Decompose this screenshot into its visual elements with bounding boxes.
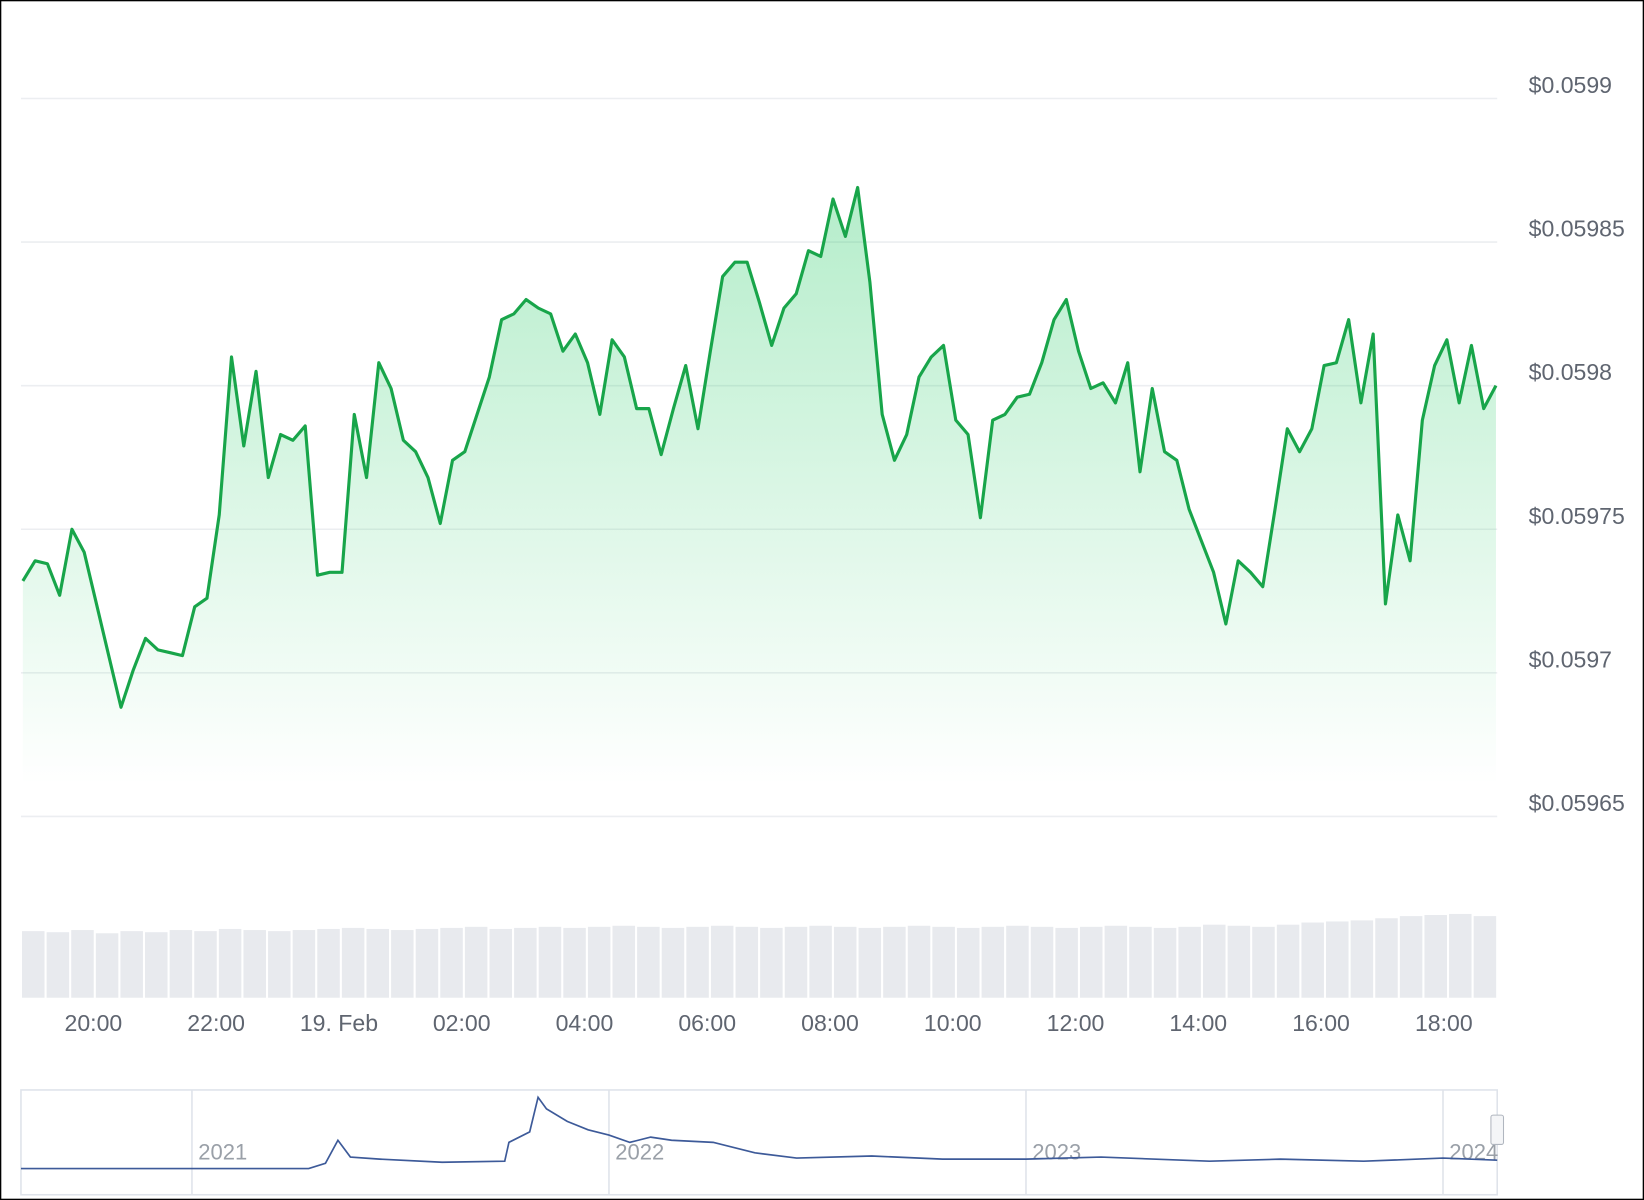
volume-bar xyxy=(194,931,217,998)
volume-bar xyxy=(464,926,488,998)
x-tick-label: 19. Feb xyxy=(300,1010,378,1036)
volume-bar xyxy=(120,931,143,998)
volume-bar xyxy=(71,930,94,998)
volume-bar xyxy=(563,927,586,998)
volume-bar xyxy=(1252,926,1275,998)
navigator-tick-label: 2021 xyxy=(198,1140,247,1165)
volume-bar xyxy=(1350,920,1374,998)
volume-bar xyxy=(833,926,857,998)
x-tick-label: 22:00 xyxy=(187,1010,245,1036)
volume-bar xyxy=(1178,926,1201,998)
volume-bar xyxy=(391,930,414,998)
volume-bar xyxy=(145,932,168,998)
x-tick-label: 14:00 xyxy=(1169,1010,1227,1036)
y-tick-label: $0.0597 xyxy=(1529,646,1612,672)
y-tick-label: $0.05985 xyxy=(1529,216,1625,242)
volume-bar xyxy=(760,927,783,998)
volume-bar xyxy=(1473,916,1497,998)
y-tick-label: $0.05965 xyxy=(1529,790,1625,816)
volume-bar xyxy=(686,926,709,998)
volume-bar xyxy=(1424,915,1447,998)
x-tick-label: 20:00 xyxy=(65,1010,123,1036)
volume-bar xyxy=(710,925,734,998)
navigator-handle xyxy=(1490,1114,1505,1145)
volume-bar xyxy=(169,930,193,998)
volume-bar xyxy=(637,926,660,998)
x-tick-label: 08:00 xyxy=(801,1010,859,1036)
volume-bar xyxy=(735,926,759,998)
volume-bar xyxy=(415,928,439,998)
volume-bar xyxy=(1449,913,1472,998)
volume-bar xyxy=(1153,927,1177,998)
volume-bar xyxy=(218,928,242,998)
volume-bar xyxy=(268,931,291,998)
x-tick-label: 12:00 xyxy=(1047,1010,1105,1036)
volume-bar xyxy=(341,927,365,998)
volume-bar xyxy=(1129,926,1152,998)
volume-bar xyxy=(1030,926,1054,998)
volume-bar xyxy=(1276,924,1300,998)
volume-bar xyxy=(587,926,611,998)
volume-bar xyxy=(1055,927,1078,998)
volume-bar xyxy=(784,926,808,998)
price-area xyxy=(22,187,1496,785)
volume-bar xyxy=(243,930,266,998)
x-tick-label: 06:00 xyxy=(678,1010,736,1036)
x-tick-label: 04:00 xyxy=(556,1010,614,1036)
volume-bar xyxy=(883,926,906,998)
navigator-tick-label: 2023 xyxy=(1032,1140,1081,1165)
volume-bar xyxy=(981,926,1005,998)
volume-bar xyxy=(46,932,70,998)
volume-bar xyxy=(1399,916,1423,998)
x-tick-label: 16:00 xyxy=(1292,1010,1350,1036)
navigator-tick-label: 2022 xyxy=(615,1140,664,1165)
volume-bar xyxy=(514,927,537,998)
volume-bar xyxy=(1227,925,1251,998)
volume-bar xyxy=(22,931,45,998)
volume-bar xyxy=(1203,924,1226,998)
y-tick-label: $0.05975 xyxy=(1529,503,1625,529)
volume-bar xyxy=(858,927,882,998)
volume-bar xyxy=(95,933,119,998)
volume-bar xyxy=(612,925,636,998)
volume-bar xyxy=(932,926,955,998)
volume-bar xyxy=(317,928,340,998)
volume-bar xyxy=(1104,925,1128,998)
price-line xyxy=(21,185,1498,709)
navigator-line xyxy=(20,1095,1498,1170)
y-tick-label: $0.0599 xyxy=(1529,72,1612,98)
volume-bar xyxy=(292,930,316,998)
x-tick-label: 10:00 xyxy=(924,1010,982,1036)
volume-bar xyxy=(907,925,931,998)
x-tick-label: 02:00 xyxy=(433,1010,491,1036)
volume-bar xyxy=(661,927,685,998)
volume-bar xyxy=(538,926,562,998)
volume-bar xyxy=(1079,926,1103,998)
volume-bar xyxy=(1006,925,1029,998)
x-tick-label: 18:00 xyxy=(1415,1010,1473,1036)
volume-bar xyxy=(1301,922,1324,998)
volume-bar xyxy=(1326,921,1349,998)
y-tick-label: $0.0598 xyxy=(1529,359,1612,385)
volume-bar xyxy=(489,928,513,998)
volume-bar xyxy=(956,927,980,998)
volume-bar xyxy=(1375,918,1398,998)
volume-bar xyxy=(809,925,832,998)
volume-bar xyxy=(440,927,463,998)
volume-bar xyxy=(366,928,389,998)
